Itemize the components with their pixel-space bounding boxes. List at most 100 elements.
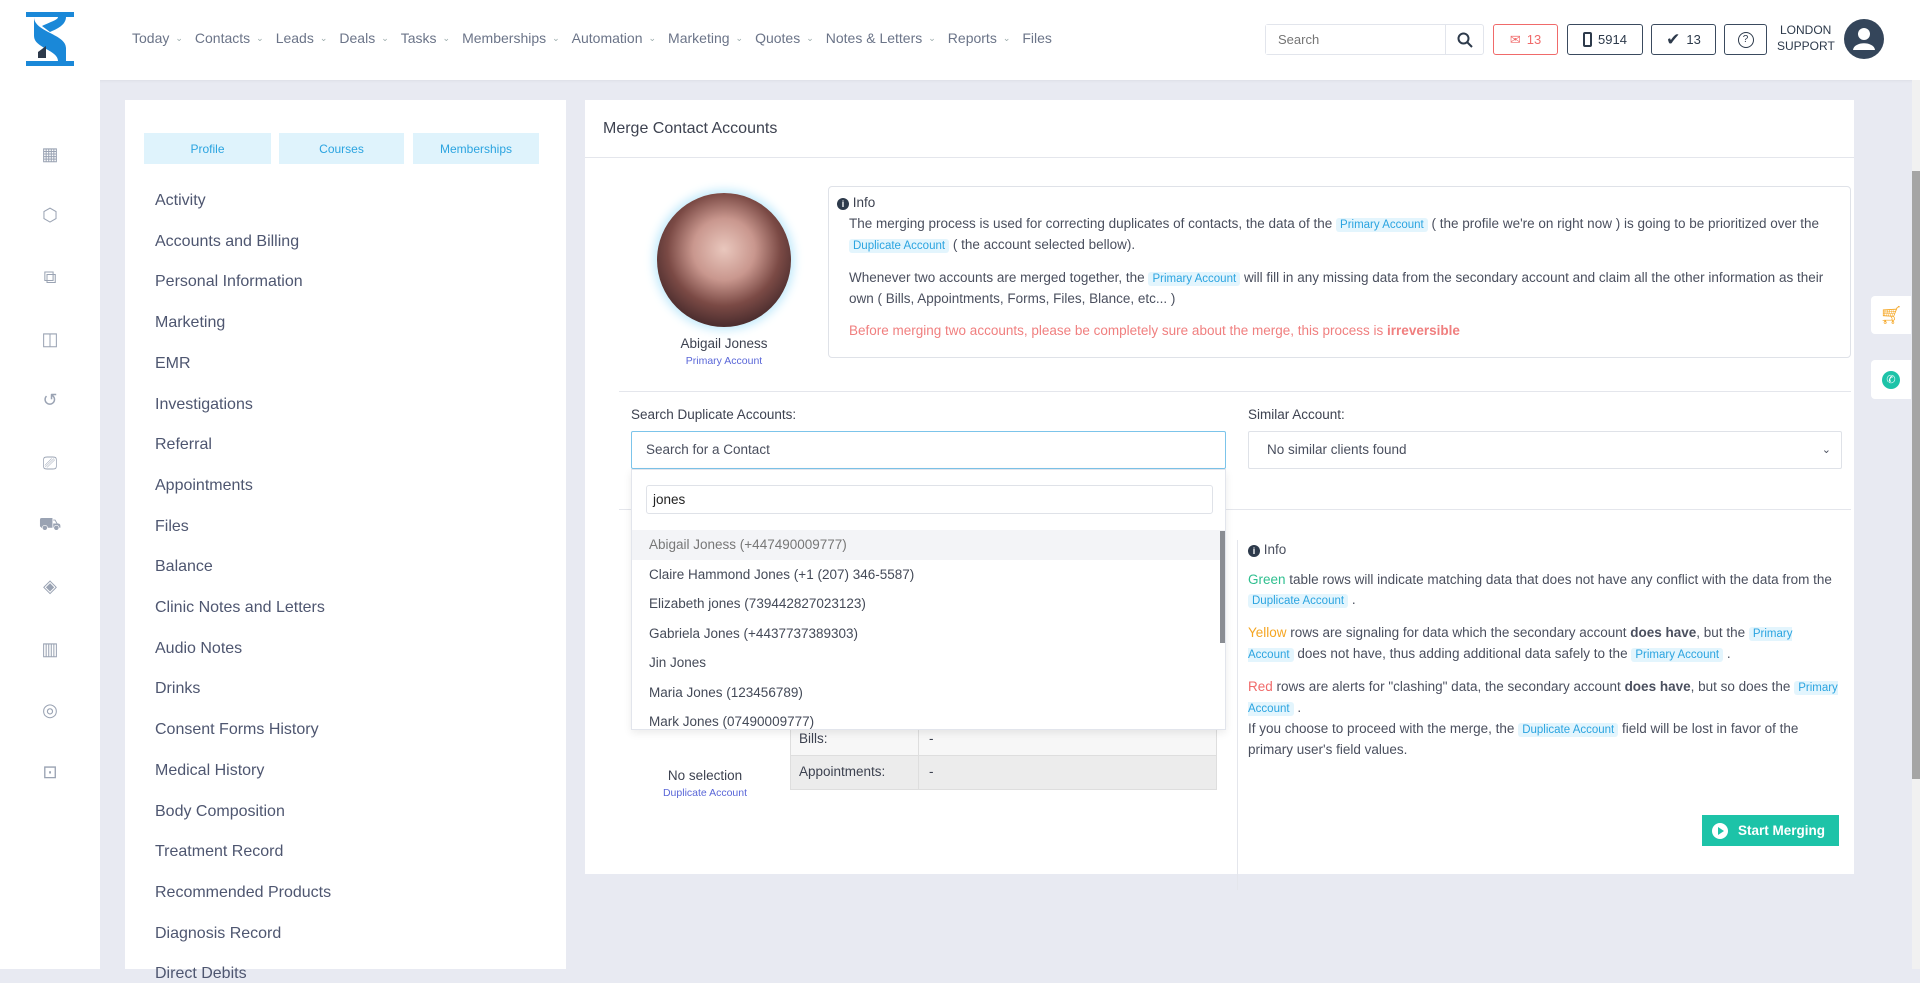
nav-item-today[interactable]: Today ⌄ [132,30,183,46]
gift-icon[interactable]: ⎚ [42,453,58,473]
app-logo[interactable] [24,12,76,66]
nav-label: Memberships [462,30,547,46]
nav-item-contacts[interactable]: Contacts ⌄ [195,30,264,46]
nav-label: Today [132,30,170,46]
sidebar-item-direct-debits[interactable]: Direct Debits [155,965,247,983]
chevron-down-icon: ⌄ [806,32,814,43]
nav-item-deals[interactable]: Deals ⌄ [339,30,388,46]
duplicate-search-select[interactable]: Search for a Contact [631,431,1226,469]
refresh-user-icon[interactable]: ◎ [42,700,58,720]
info-paragraph-1: The merging process is used for correcti… [837,214,1836,256]
nav-label: Notes & Letters [825,30,923,46]
copy-icon[interactable]: ⧉ [43,267,57,287]
sidebar-item-appointments[interactable]: Appointments [155,476,253,494]
tag-icon[interactable]: ◈ [43,576,57,596]
tasks-button[interactable]: ✔ 13 [1651,24,1716,55]
help-button[interactable]: ? [1724,24,1767,55]
sidebar-item-personal-information[interactable]: Personal Information [155,273,303,291]
t: Green [1248,572,1286,587]
info-box: i Info The merging process is used for c… [828,186,1851,358]
tab-profile[interactable]: Profile [144,133,271,164]
search-icon[interactable] [1445,25,1483,54]
result-item[interactable]: Claire Hammond Jones (+1 (207) 346-5587) [649,566,915,582]
sidebar-item-marketing[interactable]: Marketing [155,314,226,332]
start-merging-button[interactable]: Start Merging [1702,815,1839,846]
lock-icon[interactable]: ⊡ [42,762,58,782]
nav-item-quotes[interactable]: Quotes ⌄ [755,30,814,46]
icon-rail: ▦ ⬡ ⧉ ◫ ↺ ⎚ ⛟ ◈ ▥ ◎ ⊡ [0,80,100,969]
nav-item-marketing[interactable]: Marketing ⌄ [668,30,743,46]
box-icon[interactable]: ⬡ [42,205,58,225]
tab-courses[interactable]: Courses [279,133,404,164]
history-icon[interactable]: ↺ [42,390,58,410]
chevron-down-icon: ⌄ [552,32,560,43]
primary-account-pill: Primary Account [1336,218,1428,232]
sidebar-item-emr[interactable]: EMR [155,354,191,372]
global-search[interactable] [1265,24,1484,55]
sidebar-item-files[interactable]: Files [155,517,189,535]
dropdown-scrollbar[interactable] [1220,531,1225,643]
whatsapp-float-button[interactable]: ✆ [1871,360,1911,399]
user-name[interactable]: LONDON SUPPORT [1777,22,1835,54]
nav-label: Automation [571,30,643,46]
search-input[interactable] [1266,25,1445,54]
scrollbar-thumb[interactable] [1912,171,1920,779]
page-scrollbar[interactable] [1912,80,1920,969]
result-item[interactable]: Gabriela Jones (+4437737389303) [649,625,859,641]
legend-heading: i Info [1248,540,1838,560]
t: field will be lost in favor of the prima… [1248,721,1799,757]
sidebar-item-medical-history[interactable]: Medical History [155,761,265,779]
sidebar-item-treatment-record[interactable]: Treatment Record [155,843,284,861]
irreversible: irreversible [1387,323,1460,338]
nav-item-notes-letters[interactable]: Notes & Letters ⌄ [826,30,936,46]
t: , but the [1696,625,1746,640]
t: Yellow [1248,625,1287,640]
dropdown-search-input[interactable]: jones [646,485,1213,514]
bag-icon[interactable]: ◫ [41,329,59,349]
report-icon[interactable]: ▥ [41,639,59,659]
result-item[interactable]: Mark Jones (07490009777) [649,714,815,729]
sidebar-item-audio-notes[interactable]: Audio Notes [155,639,243,657]
messages-button[interactable]: ✉ 13 [1493,24,1558,55]
chevron-down-icon: ⌄ [256,32,264,43]
similar-value: No similar clients found [1267,442,1407,457]
cart-icon[interactable]: ⛟ [38,514,62,534]
result-item[interactable]: Abigail Joness (+447490009777) [632,530,1225,560]
t: Before merging two accounts, please be c… [849,323,1384,338]
tab-memberships[interactable]: Memberships [413,133,539,164]
nav-item-automation[interactable]: Automation ⌄ [572,30,656,46]
sms-count: 5914 [1598,32,1627,47]
result-item[interactable]: Elizabeth jones (739442827023123) [649,596,866,611]
sidebar-item-diagnosis-record[interactable]: Diagnosis Record [155,924,282,942]
nav-item-tasks[interactable]: Tasks ⌄ [401,30,450,46]
tasks-count: 13 [1686,32,1701,47]
sidebar-item-body-composition[interactable]: Body Composition [155,802,285,820]
sidebar-item-balance[interactable]: Balance [155,558,213,576]
sidebar-item-referral[interactable]: Referral [155,436,212,454]
row-value: - [929,764,934,779]
legend-red: Red rows are alerts for "clashing" data,… [1248,679,1838,716]
sidebar-item-drinks[interactable]: Drinks [155,680,201,698]
similar-account-select[interactable]: No similar clients found ⌄ [1248,431,1842,469]
user-avatar[interactable] [1844,19,1884,59]
t: will fill in any missing data from the s… [849,270,1824,306]
nav-item-reports[interactable]: Reports ⌄ [948,30,1011,46]
sidebar-item-clinic-notes-and-letters[interactable]: Clinic Notes and Letters [155,599,325,616]
result-item[interactable]: Jin Jones [649,655,707,670]
calendar-icon[interactable]: ▦ [41,144,59,164]
nav-item-leads[interactable]: Leads ⌄ [276,30,328,46]
sidebar-item-activity[interactable]: Activity [155,192,206,209]
sidebar-item-investigations[interactable]: Investigations [155,395,253,413]
info-title: Info [852,195,876,210]
search-dropdown: jones Abigail Joness (+447490009777) Clai… [631,469,1226,730]
nav-item-memberships[interactable]: Memberships ⌄ [462,30,560,46]
sidebar-item-consent-forms-history[interactable]: Consent Forms History [155,721,319,739]
cart-float-button[interactable]: 🛒︎ [1871,296,1911,334]
sidebar-item-recommended-products[interactable]: Recommended Products [155,883,332,901]
info-icon: i [1248,545,1260,557]
result-item[interactable]: Maria Jones (123456789) [649,684,803,700]
sidebar-item-accounts-and-billing[interactable]: Accounts and Billing [155,232,300,250]
nav-item-files[interactable]: Files [1022,30,1052,46]
legend-green: Green table rows will indicate matching … [1248,572,1832,608]
sms-button[interactable]: 5914 [1567,24,1643,55]
